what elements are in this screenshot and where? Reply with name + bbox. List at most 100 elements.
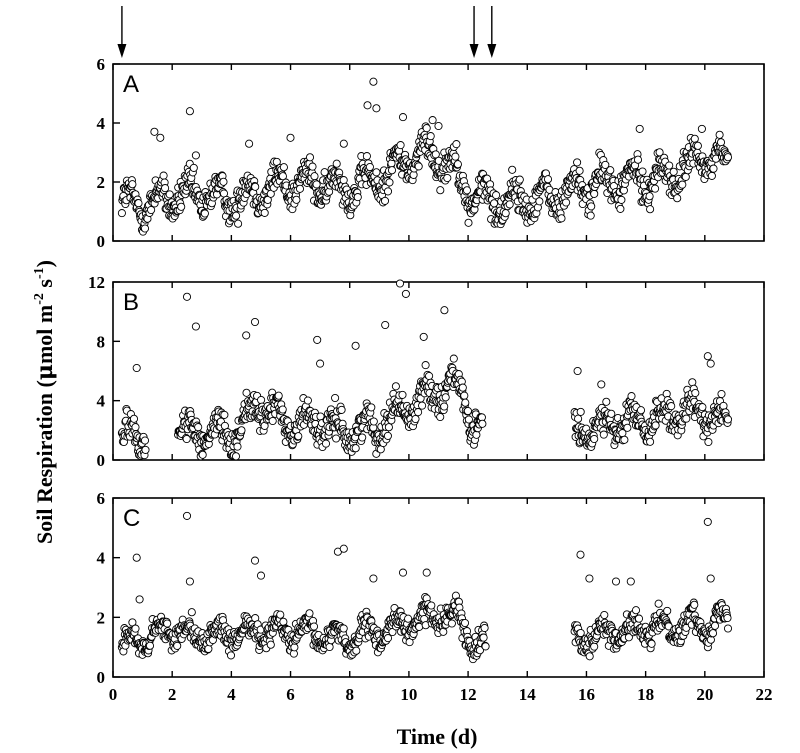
outlier-point [611, 577, 621, 586]
data-point [352, 646, 361, 655]
data-point [358, 433, 367, 442]
outlier-point [419, 332, 428, 341]
data-point [353, 193, 362, 202]
data-point [226, 651, 236, 660]
data-point [427, 601, 436, 610]
outlier-point [339, 139, 348, 148]
data-point [667, 402, 676, 411]
data-point [367, 403, 376, 412]
y-axis-title: Soil Respiration (μmol m-2 s-1) [32, 260, 58, 544]
event-arrows [117, 6, 497, 58]
data-point [308, 162, 317, 171]
outlier-point [706, 574, 715, 583]
data-point [219, 177, 228, 186]
data-point [441, 393, 450, 402]
data-point [415, 622, 424, 631]
data-point [189, 163, 198, 172]
panel-C: C 0 2 4 6 [97, 489, 765, 687]
data-point [627, 392, 636, 401]
data-point [383, 187, 393, 196]
x-tick-label: 20 [696, 685, 713, 704]
x-tick-label: 4 [227, 685, 236, 704]
outlier-point [395, 279, 405, 288]
data-point [490, 199, 499, 208]
y-tick-label: 2 [97, 173, 106, 192]
data-point [140, 436, 150, 445]
outlier-point [585, 574, 594, 583]
event-arrow [117, 6, 127, 58]
data-point [278, 172, 287, 181]
data-point [292, 195, 301, 204]
data-point [585, 652, 594, 661]
data-point [447, 619, 456, 628]
data-point [617, 195, 626, 204]
outlier-point [339, 544, 348, 553]
data-point [414, 162, 423, 171]
data-point [690, 600, 699, 609]
outlier-point [132, 363, 141, 373]
panels: A 0 2 4 6 B 0 4 8 12 C 0 2 4 6 0 2 4 6 8 10 12 14 16 18 20 22 [88, 55, 773, 704]
x-tick-label: 0 [109, 685, 118, 704]
outlier-point [182, 511, 192, 520]
outlier-point [715, 130, 724, 139]
data-point [312, 180, 321, 189]
data-point [710, 621, 720, 630]
x-tick-label: 8 [345, 685, 354, 704]
x-tick-label: 22 [756, 685, 773, 704]
data-point [619, 186, 628, 195]
data-point [290, 643, 299, 652]
data-points [117, 77, 733, 236]
data-point [369, 417, 378, 426]
data-point [220, 410, 229, 419]
data-point [165, 190, 174, 199]
data-point [159, 171, 168, 180]
data-point [651, 421, 660, 430]
data-point [251, 182, 260, 191]
outlier-point [313, 335, 322, 344]
y-tick-label: 8 [97, 332, 106, 351]
outlier-point [398, 113, 408, 122]
data-point [303, 396, 312, 405]
data-point [232, 211, 241, 220]
y-tick-label: 0 [97, 451, 106, 470]
data-point [573, 158, 582, 167]
data-point [310, 172, 319, 181]
data-point [480, 623, 489, 633]
data-point [723, 415, 733, 424]
data-point [723, 624, 733, 633]
outlier-point [576, 550, 585, 559]
data-point [295, 184, 305, 193]
outlier-point [256, 571, 266, 580]
data-point [690, 134, 699, 143]
data-point [651, 184, 660, 193]
y-tick-label: 12 [88, 273, 105, 292]
data-point [351, 444, 360, 453]
data-point [117, 209, 126, 218]
y-tick-label: 6 [97, 55, 106, 74]
data-point [305, 153, 315, 162]
y-tick-label: 2 [97, 608, 106, 627]
data-point [257, 395, 266, 405]
data-point [233, 442, 242, 451]
data-point [515, 175, 524, 184]
data-point [453, 160, 462, 169]
data-point [691, 388, 700, 398]
data-point [187, 608, 196, 617]
outlier-point [401, 289, 410, 298]
data-point [439, 627, 448, 636]
data-point [646, 437, 655, 446]
data-point [128, 180, 137, 189]
data-point [384, 423, 393, 432]
data-point [669, 167, 678, 176]
data-point [663, 606, 672, 615]
outlier-point [182, 292, 192, 301]
data-point [173, 641, 182, 650]
y-tick-label: 4 [97, 114, 106, 133]
x-tick-label: 12 [460, 685, 477, 704]
outlier-point [156, 133, 165, 142]
data-point [508, 165, 517, 174]
data-point [309, 622, 319, 631]
data-point [586, 211, 595, 220]
data-point [385, 178, 394, 187]
